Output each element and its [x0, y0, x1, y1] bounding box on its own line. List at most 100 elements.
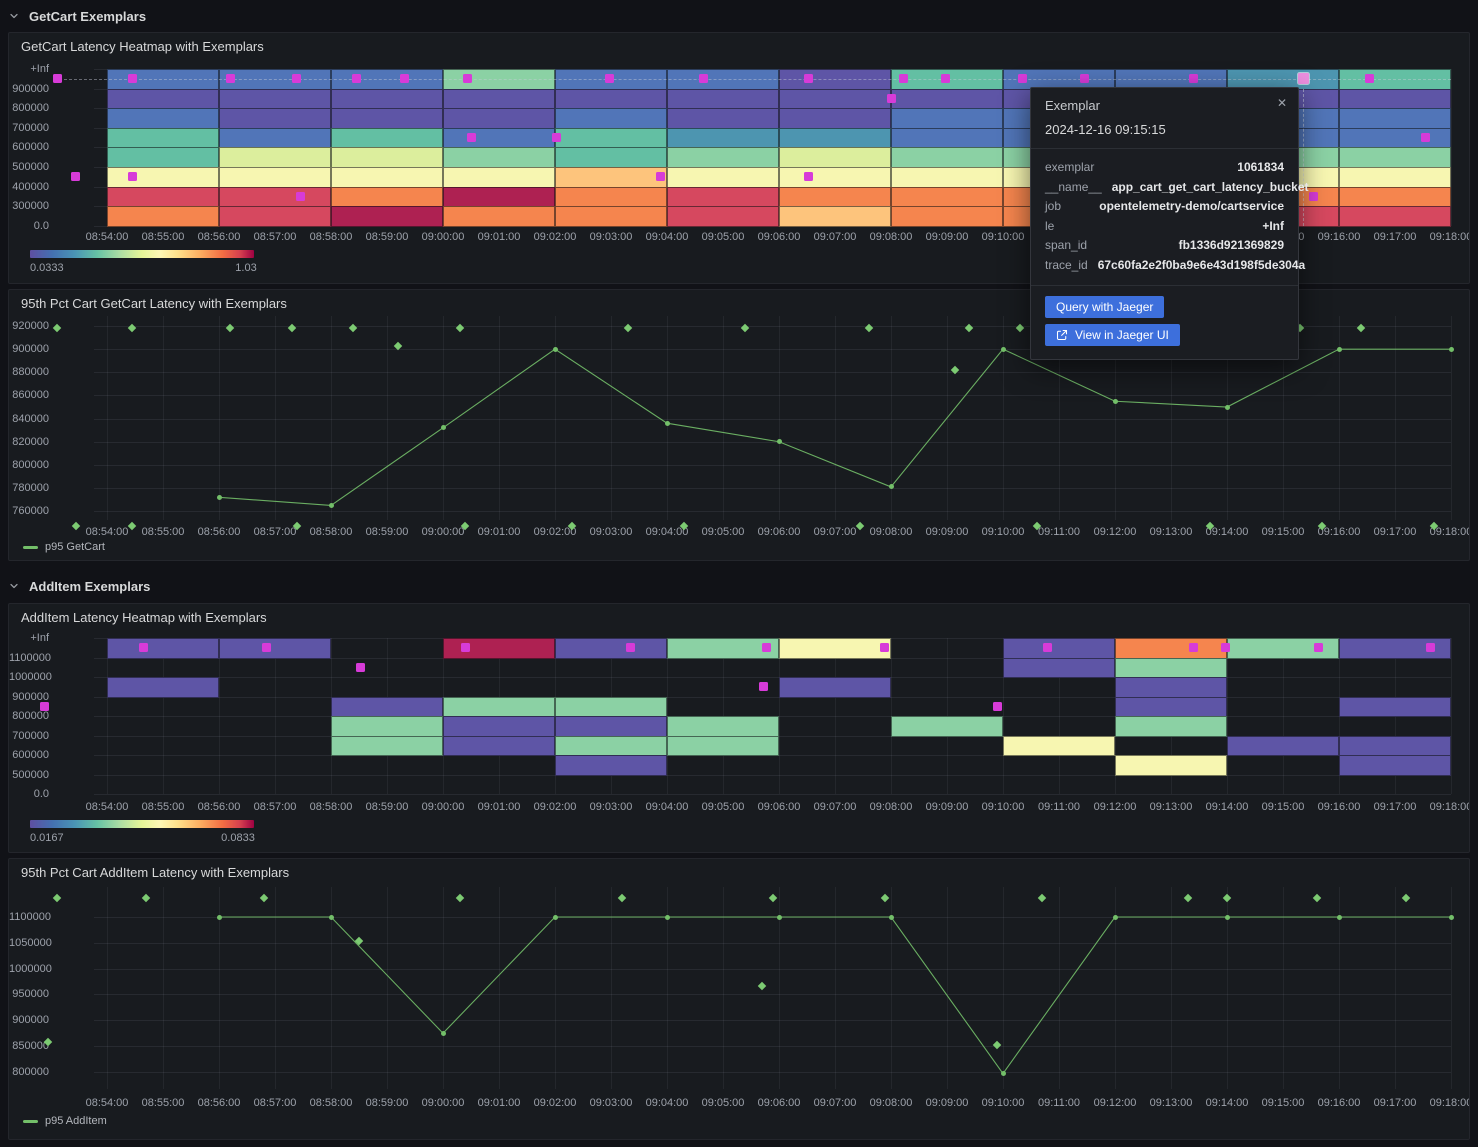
row-header-getcart[interactable]: GetCart Exemplars — [8, 4, 146, 28]
heatmap-cell[interactable] — [555, 127, 667, 149]
heatmap-cell[interactable] — [331, 127, 443, 149]
exemplar-marker[interactable] — [1364, 74, 1374, 84]
exemplar-marker[interactable] — [1043, 643, 1053, 653]
heatmap-cell[interactable] — [779, 186, 891, 208]
exemplar-marker[interactable] — [127, 74, 137, 84]
heatmap-cell[interactable] — [1003, 735, 1115, 756]
exemplar-marker[interactable] — [992, 701, 1002, 711]
exemplar-marker[interactable] — [291, 74, 301, 84]
heatmap-cell[interactable] — [555, 88, 667, 110]
heatmap-cell[interactable] — [779, 677, 891, 698]
query-with-jaeger-button[interactable]: Query with Jaeger — [1045, 296, 1165, 318]
heatmap-cell[interactable] — [779, 167, 891, 188]
heatmap-cell[interactable] — [443, 206, 555, 227]
heatmap-cell[interactable] — [1339, 638, 1451, 659]
exemplar-marker[interactable] — [1221, 643, 1231, 653]
heatmap-cell[interactable] — [219, 167, 331, 188]
view-in-jaeger-ui-button[interactable]: View in Jaeger UI — [1045, 324, 1180, 346]
exemplar-marker[interactable] — [1426, 643, 1436, 653]
exemplar-marker[interactable] — [803, 74, 813, 84]
panel-title[interactable]: AddItem Latency Heatmap with Exemplars — [21, 610, 267, 625]
exemplar-marker[interactable] — [1420, 133, 1430, 143]
exemplar-marker[interactable] — [699, 74, 709, 84]
heatmap-cell[interactable] — [1115, 696, 1227, 717]
heatmap-cell[interactable] — [1339, 206, 1451, 227]
heatmap-cell[interactable] — [555, 167, 667, 188]
heatmap-cell[interactable] — [555, 735, 667, 756]
exemplar-marker[interactable] — [899, 74, 909, 84]
heatmap-cell[interactable] — [1339, 696, 1451, 717]
heatmap-cell[interactable] — [331, 167, 443, 188]
heatmap-cell[interactable] — [219, 147, 331, 168]
heatmap-cell[interactable] — [331, 206, 443, 227]
heatmap-cell[interactable] — [555, 716, 667, 737]
data-point[interactable] — [1000, 346, 1006, 352]
heatmap-cell[interactable] — [107, 108, 219, 129]
heatmap-cell[interactable] — [667, 127, 779, 149]
exemplar-marker[interactable] — [400, 74, 410, 84]
exemplar-marker[interactable] — [941, 74, 951, 84]
heatmap-cell[interactable] — [555, 638, 667, 659]
heatmap-cell[interactable] — [667, 186, 779, 208]
data-point[interactable] — [440, 1030, 446, 1036]
heatmap-cell[interactable] — [555, 206, 667, 227]
data-point[interactable] — [1224, 914, 1230, 920]
legend-item[interactable]: p95 AddItem — [23, 1115, 107, 1127]
heatmap-cell[interactable] — [219, 186, 331, 208]
data-point[interactable] — [1336, 346, 1342, 352]
heatmap-cell[interactable] — [443, 186, 555, 208]
heatmap-cell[interactable] — [331, 735, 443, 756]
heatmap-cell[interactable] — [443, 167, 555, 188]
data-point[interactable] — [1000, 1071, 1006, 1077]
heatmap-cell[interactable] — [331, 108, 443, 129]
heatmap-cell[interactable] — [667, 206, 779, 227]
exemplar-marker[interactable] — [139, 643, 149, 653]
data-point[interactable] — [1448, 346, 1454, 352]
data-point[interactable] — [216, 494, 222, 500]
exemplar-marker[interactable] — [462, 74, 472, 84]
exemplar-marker[interactable] — [886, 93, 896, 103]
heatmap-cell[interactable] — [555, 108, 667, 129]
heatmap-cell[interactable] — [1339, 735, 1451, 756]
heatmap-cell[interactable] — [1003, 638, 1115, 659]
exemplar-marker[interactable] — [460, 643, 470, 653]
heatmap-cell[interactable] — [443, 147, 555, 168]
data-point[interactable] — [776, 914, 782, 920]
data-point[interactable] — [328, 502, 334, 508]
row-header-additem[interactable]: AddItem Exemplars — [8, 574, 150, 598]
data-point[interactable] — [1224, 404, 1230, 410]
exemplar-marker[interactable] — [351, 74, 361, 84]
exemplar-marker[interactable] — [1189, 74, 1199, 84]
heatmap-cell[interactable] — [891, 167, 1003, 188]
heatmap-cell[interactable] — [219, 108, 331, 129]
heatmap-cell[interactable] — [107, 677, 219, 698]
heatmap-cell[interactable] — [891, 88, 1003, 110]
heatmap-cell[interactable] — [891, 206, 1003, 227]
heatmap-cell[interactable] — [1339, 147, 1451, 168]
panel-title[interactable]: 95th Pct Cart GetCart Latency with Exemp… — [21, 296, 287, 311]
data-point[interactable] — [328, 914, 334, 920]
heatmap-cell[interactable] — [443, 127, 555, 149]
heatmap-cell[interactable] — [779, 638, 891, 659]
heatmap-cell[interactable] — [779, 127, 891, 149]
heatmap-cell[interactable] — [443, 696, 555, 717]
heatmap-cell[interactable] — [107, 638, 219, 659]
heatmap-cell[interactable] — [1115, 657, 1227, 678]
heatmap-cell[interactable] — [555, 755, 667, 776]
heatmap-cell[interactable] — [107, 88, 219, 110]
heatmap-cell[interactable] — [667, 735, 779, 756]
heatmap-cell[interactable] — [219, 127, 331, 149]
heatmap-cell[interactable] — [1339, 755, 1451, 776]
exemplar-marker[interactable] — [1080, 74, 1090, 84]
heatmap-cell[interactable] — [443, 88, 555, 110]
heatmap-cell[interactable] — [1003, 657, 1115, 678]
heatmap-cell[interactable] — [667, 638, 779, 659]
data-point[interactable] — [888, 484, 894, 490]
heatmap-cell[interactable] — [1115, 638, 1227, 659]
heatmap-cell[interactable] — [1339, 88, 1451, 110]
heatmap-cell[interactable] — [667, 167, 779, 188]
exemplar-marker[interactable] — [261, 643, 271, 653]
heatmap-cell[interactable] — [443, 735, 555, 756]
heatmap-cell[interactable] — [891, 147, 1003, 168]
exemplar-marker[interactable] — [1314, 643, 1324, 653]
